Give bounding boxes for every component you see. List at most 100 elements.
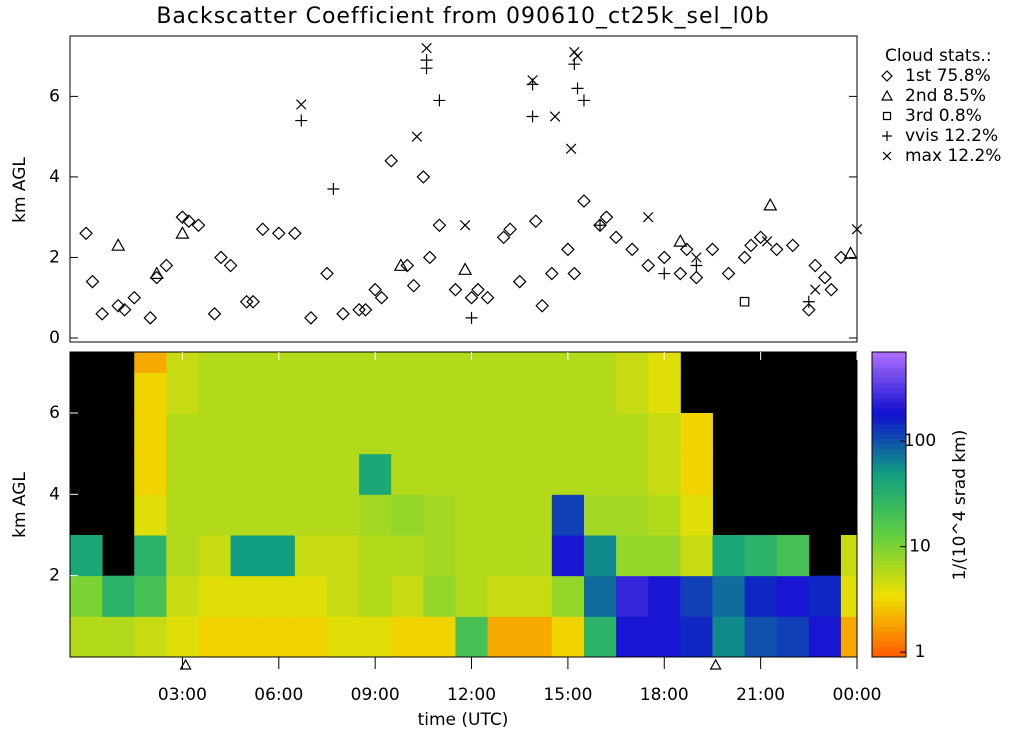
heat-cell — [391, 372, 424, 414]
heat-cell — [455, 535, 489, 577]
heat-cell — [551, 372, 585, 414]
marker — [577, 94, 590, 107]
marker — [496, 230, 511, 245]
y-tick-label: 2 — [49, 566, 60, 586]
legend-marker — [880, 89, 894, 101]
colorbar-frame — [871, 351, 907, 658]
marker — [673, 234, 688, 247]
heat-cell — [262, 535, 296, 577]
marker — [561, 242, 575, 257]
marker — [111, 298, 126, 313]
heat-cell — [583, 453, 617, 495]
heat-cell — [551, 575, 585, 617]
y-tick-label: 6 — [49, 403, 60, 423]
marker — [111, 238, 126, 251]
heat-cell — [230, 413, 264, 455]
heat-cell — [326, 453, 360, 495]
heat-cell — [359, 352, 392, 373]
colorbar-segment — [872, 651, 906, 658]
heat-cell — [583, 352, 617, 373]
colorbar-segment — [872, 357, 906, 363]
colorbar-segment — [872, 555, 906, 561]
heat-cell — [359, 413, 392, 455]
legend-label: vvis 12.2% — [905, 126, 998, 146]
colorbar-segment — [872, 636, 906, 643]
marker — [175, 210, 190, 225]
marker — [512, 274, 527, 289]
heat-cell — [519, 453, 553, 495]
marker — [304, 310, 318, 325]
marker — [565, 143, 577, 154]
heat-cell — [230, 352, 264, 373]
sun-marker — [709, 658, 722, 670]
heat-cell — [648, 494, 681, 536]
heat-cell — [262, 575, 296, 617]
heat-cell — [134, 535, 167, 577]
heat-cell — [391, 413, 424, 455]
heat-cell — [134, 453, 167, 495]
x-tick-label: 15:00 — [543, 685, 592, 705]
heat-cell — [262, 616, 296, 657]
marker — [567, 266, 582, 281]
heat-cell — [230, 494, 264, 536]
heat-cell — [776, 616, 810, 657]
heat-cell — [423, 535, 456, 577]
heat-cell — [294, 535, 328, 577]
marker — [657, 250, 672, 265]
heat-cell — [102, 575, 135, 617]
heat-cell — [294, 616, 328, 657]
colorbar-segment — [872, 590, 906, 597]
colorbar-segment — [872, 367, 906, 373]
marker — [526, 110, 539, 123]
heat-cell — [551, 453, 585, 495]
marker — [721, 266, 736, 281]
heat-cell — [519, 535, 553, 577]
colorbar-segment — [872, 423, 906, 429]
heat-cell — [134, 372, 167, 414]
marker — [801, 302, 816, 317]
marker — [673, 266, 688, 281]
heat-cell — [648, 453, 681, 495]
marker — [785, 238, 800, 253]
marker — [753, 230, 768, 245]
colorbar-segment — [872, 489, 906, 495]
legend-label: 2nd 8.5% — [905, 86, 986, 106]
heat-cell — [391, 494, 424, 536]
heat-cell — [294, 413, 328, 455]
heat-cell — [680, 494, 713, 536]
colorbar-segment — [872, 565, 906, 572]
colorbar-segment — [872, 519, 906, 526]
heat-cell — [648, 413, 681, 455]
heat-cell — [519, 616, 553, 657]
heat-cell — [616, 575, 649, 617]
colorbar-segment — [872, 428, 906, 434]
heat-cell — [776, 535, 810, 577]
marker — [368, 282, 383, 297]
x-tick-label: 09:00 — [351, 685, 400, 705]
heat-cell — [551, 616, 585, 657]
legend-marker — [882, 131, 892, 141]
colorbar-segment — [872, 616, 906, 622]
y-tick-label: 6 — [49, 86, 60, 106]
marker — [223, 258, 238, 273]
colorbar-segment — [872, 438, 906, 444]
heat-cell — [326, 494, 360, 536]
marker — [544, 266, 559, 281]
marker — [296, 99, 307, 110]
colorbar-tick-label: 10 — [909, 537, 931, 557]
heat-cell — [519, 494, 553, 536]
marker — [690, 259, 703, 272]
heat-cell — [134, 575, 167, 617]
colorbar-segment — [872, 606, 906, 612]
heat-cell — [262, 413, 296, 455]
colorbar-segment — [872, 448, 906, 455]
heat-cell — [744, 616, 778, 657]
colorbar-segment — [872, 535, 906, 541]
marker — [239, 294, 254, 309]
colorbar-segment — [872, 453, 906, 460]
colorbar-segment — [872, 631, 906, 638]
heat-cell — [230, 372, 264, 414]
marker — [420, 62, 433, 75]
marker — [641, 258, 656, 273]
marker — [802, 295, 815, 308]
